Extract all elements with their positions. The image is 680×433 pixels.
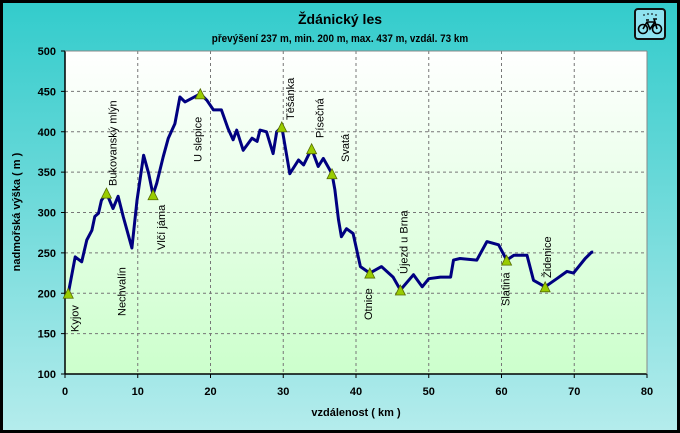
waypoint-label: Kyjov	[69, 305, 81, 332]
waypoint-marker	[100, 187, 113, 199]
x-tick-label: 50	[423, 386, 435, 398]
waypoint-label: U slepice	[192, 117, 204, 162]
bicycle-icon	[634, 8, 666, 40]
waypoint-label: Otnice	[363, 288, 375, 320]
waypoint-label: Svatá	[340, 133, 352, 162]
y-tick-label: 500	[38, 46, 56, 58]
elevation-line	[66, 92, 594, 294]
x-tick-label: 70	[568, 386, 580, 398]
waypoint-marker	[326, 167, 338, 180]
x-tick-label: 60	[495, 386, 507, 398]
waypoint-marker	[500, 254, 513, 266]
chart-subtitle: převýšení 237 m, min. 200 m, max. 437 m,…	[211, 33, 469, 45]
x-tick-label: 30	[277, 386, 289, 398]
chart-title: Ždánický les	[297, 11, 383, 27]
waypoint-marker	[147, 188, 159, 201]
waypoint-marker	[194, 87, 206, 100]
waypoint-marker	[364, 267, 376, 279]
waypoint-marker	[62, 287, 74, 299]
y-tick-label: 100	[38, 369, 56, 381]
waypoint-label: Bukovanský mlýn	[107, 100, 119, 186]
x-axis-title: vzdálenost ( km )	[311, 407, 401, 419]
x-tick-label: 20	[204, 386, 216, 398]
y-tick-label: 150	[38, 329, 56, 341]
waypoint-label: Slatina	[501, 271, 513, 306]
y-axis-title: nadmořská výška ( m )	[11, 152, 23, 271]
waypoint-marker	[276, 121, 288, 133]
waypoint-label: Židenice	[541, 236, 554, 278]
waypoint-label: Nechvalín	[117, 267, 129, 316]
waypoint-marker	[394, 284, 407, 296]
waypoint-label: Těšánka	[285, 77, 297, 120]
y-tick-label: 450	[38, 86, 56, 98]
y-tick-label: 300	[38, 208, 56, 220]
y-tick-label: 400	[38, 127, 56, 139]
waypoint-marker	[305, 142, 318, 155]
waypoint-label: Písečná	[315, 97, 327, 138]
y-tick-label: 200	[38, 288, 56, 300]
x-tick-label: 0	[62, 386, 68, 398]
x-tick-label: 10	[132, 386, 144, 398]
x-tick-label: 80	[641, 386, 653, 398]
x-tick-label: 40	[350, 386, 362, 398]
waypoint-label: Vlčí jáma	[156, 204, 168, 250]
waypoint-marker	[539, 280, 551, 293]
y-tick-label: 250	[38, 248, 56, 260]
y-tick-label: 350	[38, 167, 56, 179]
waypoint-label: Újezd u Brna	[397, 210, 410, 274]
